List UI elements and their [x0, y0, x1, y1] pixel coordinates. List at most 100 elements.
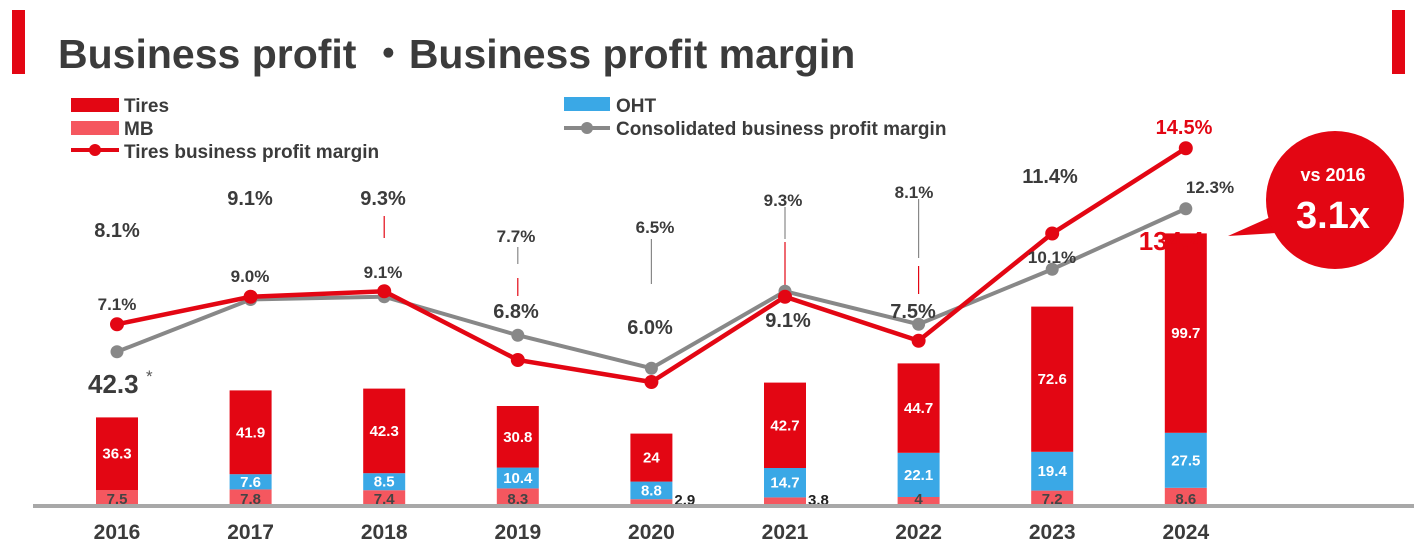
tires-margin-point — [110, 317, 124, 332]
tires-value-label: 42.3 — [370, 423, 399, 440]
oht-bar — [229, 474, 272, 490]
total-note-2016: * — [146, 367, 153, 386]
consolidated-margin-point — [1179, 202, 1193, 216]
x-axis-line — [33, 504, 1414, 508]
mb-value-label: 7.2 — [1042, 491, 1063, 508]
oht-value-label: 8.5 — [374, 474, 395, 491]
mb-bar — [496, 488, 539, 505]
tires-margin-label: 8.1% — [94, 220, 140, 242]
x-tick-label: 2020 — [628, 521, 675, 544]
tires-margin-point — [1045, 226, 1060, 241]
tires-bar — [496, 406, 539, 468]
tires-margin-label: 9.1% — [227, 188, 273, 210]
tires-margin-point — [377, 284, 392, 299]
consolidated-margin-point — [912, 317, 926, 331]
mb-bar — [897, 497, 940, 505]
legend-mb-swatch — [71, 121, 119, 135]
consolidated-margin-label: 8.1% — [895, 183, 934, 202]
oht-value-label: 27.5 — [1171, 452, 1200, 469]
tires-bar — [630, 433, 673, 482]
mb-bar — [229, 489, 272, 505]
oht-bar — [897, 452, 940, 497]
tires-bar — [229, 390, 272, 475]
mb-bar — [1164, 487, 1207, 505]
consolidated-margin-point — [644, 361, 658, 375]
tires-value-label: 72.6 — [1038, 371, 1067, 388]
oht-bar — [1031, 451, 1074, 491]
oht-value-label: 19.4 — [1038, 463, 1068, 480]
tires-margin-point — [510, 353, 525, 367]
tires-margin-point — [644, 375, 659, 389]
legend-tires-label: Tires — [124, 96, 169, 117]
x-tick-label: 2024 — [1162, 521, 1209, 544]
consolidated-margin-label: 9.1% — [364, 263, 403, 282]
tires-margin-label: 14.5% — [1156, 117, 1213, 139]
tires-bar — [1164, 233, 1207, 433]
tires-value-label: 44.7 — [904, 400, 933, 417]
tires-margin-label: 7.5% — [890, 301, 936, 323]
oht-bar — [1164, 432, 1207, 488]
title-accent-bar-right — [1392, 10, 1405, 74]
mb-value-label: 7.4 — [374, 491, 396, 508]
consolidated-margin-label: 9.3% — [764, 191, 803, 210]
callout-bubble — [1266, 131, 1404, 269]
oht-value-label: 7.6 — [240, 474, 261, 491]
tires-margin-point — [1178, 141, 1193, 156]
oht-value-label: 10.4 — [503, 470, 533, 487]
legend-mb-label: MB — [124, 119, 154, 140]
mb-value-label: 8.3 — [507, 491, 528, 508]
legend-consolidated-marker — [581, 122, 593, 134]
legend-tires-margin-marker — [89, 144, 101, 156]
x-tick-label: 2019 — [494, 521, 541, 544]
tires-bar — [897, 363, 940, 453]
mb-value-label: 8.6 — [1175, 491, 1196, 508]
oht-bar — [764, 468, 806, 498]
tires-bar — [1031, 306, 1074, 452]
oht-bar — [630, 481, 673, 500]
x-tick-label: 2023 — [1029, 521, 1076, 544]
legend-oht-swatch — [564, 97, 610, 111]
x-tick-label: 2016 — [94, 521, 141, 544]
tires-margin-label: 9.3% — [360, 188, 406, 210]
oht-value-label: 8.8 — [641, 482, 662, 499]
consolidated-margin-label: 10.1% — [1028, 248, 1076, 267]
title-accent-bar-left — [12, 10, 25, 74]
mb-value-label: 7.8 — [240, 491, 261, 508]
oht-value-label: 14.7 — [770, 475, 799, 492]
legend-tires-swatch — [71, 98, 119, 112]
legend-tires-margin-label: Tires business profit margin — [124, 142, 379, 163]
mb-value-label: 4 — [914, 491, 923, 508]
tires-margin-point — [243, 289, 258, 304]
tires-value-label: 24 — [643, 450, 660, 467]
x-tick-label: 2018 — [361, 521, 408, 544]
x-tick-label: 2022 — [895, 521, 942, 544]
oht-value-label: 22.1 — [904, 467, 933, 484]
tires-value-label: 99.7 — [1171, 325, 1200, 342]
tires-bar — [96, 417, 138, 490]
consolidated-margin-point — [511, 328, 525, 342]
total-label-2016: 42.3 — [88, 369, 139, 399]
legend-oht-label: OHT — [616, 96, 657, 117]
consolidated-margin-label: 7.7% — [497, 227, 536, 246]
oht-bar — [363, 473, 406, 491]
mb-bar — [363, 490, 406, 505]
mb-bar — [96, 490, 138, 505]
consolidated-margin-point — [110, 345, 124, 359]
tires-value-label: 36.3 — [102, 446, 131, 463]
tires-margin-point — [911, 333, 926, 348]
x-tick-label: 2021 — [762, 521, 809, 544]
callout-line1: vs 2016 — [1300, 165, 1365, 185]
mb-bar — [1031, 490, 1074, 505]
tires-bar — [764, 382, 806, 468]
consolidated-margin-label: 12.3% — [1186, 178, 1234, 197]
oht-bar — [496, 467, 539, 489]
legend-consolidated-label: Consolidated business profit margin — [616, 119, 946, 140]
consolidated-margin-point — [1045, 262, 1059, 276]
mb-value-label: 7.5 — [107, 491, 128, 508]
consolidated-margin-label: 7.1% — [98, 295, 137, 314]
consolidated-margin-label: 9.0% — [231, 267, 270, 286]
tires-bar — [363, 388, 406, 474]
mb-bar — [764, 497, 806, 505]
tires-margin-point — [778, 289, 792, 304]
